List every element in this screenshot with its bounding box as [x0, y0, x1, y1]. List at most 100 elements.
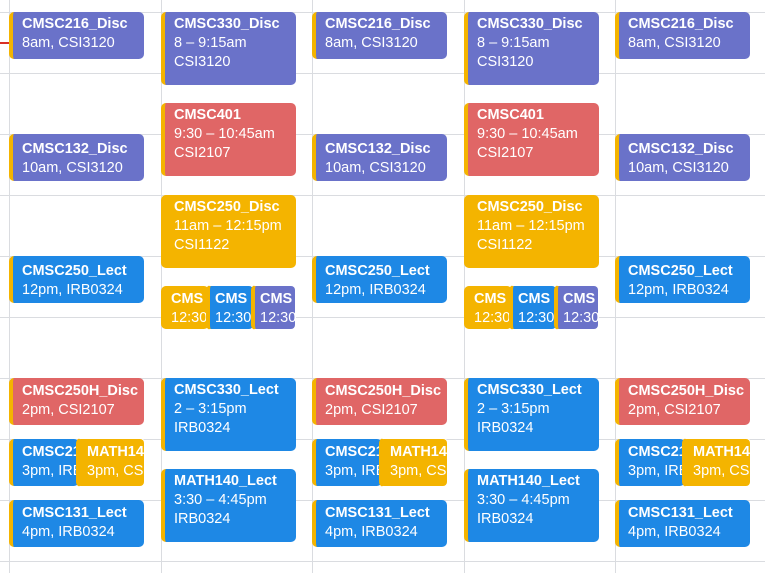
event-cmsc250h-disc[interactable]: CMSC250H_Disc 2pm, CSI2107	[9, 378, 144, 425]
event-title: CMS	[563, 291, 596, 307]
event-time-location: 4pm, IRB0324	[325, 524, 418, 540]
event-cmsc216-disc[interactable]: CMSC216_Disc 8am, CSI3120	[615, 12, 750, 59]
event-title: CMSC250_Disc	[174, 199, 280, 215]
event-cms-1230-b[interactable]: CMS 12:30	[206, 285, 254, 330]
event-title: CMSC21	[22, 444, 79, 460]
event-time: 9:30 – 10:45am	[477, 126, 578, 142]
event-location: IRB0324	[174, 511, 231, 527]
event-location: CSI2107	[477, 145, 534, 161]
event-time-location: 3pm, IRB	[628, 463, 685, 479]
event-title: CMSC401	[477, 107, 544, 123]
event-title: CMSC330_Lect	[174, 382, 279, 398]
event-time: 2 – 3:15pm	[174, 401, 247, 417]
event-title: MATH14	[390, 444, 447, 460]
event-cmsc132-disc[interactable]: CMSC132_Disc 10am, CSI3120	[615, 134, 750, 181]
event-cms-1230-a[interactable]: CMS 12:30	[161, 286, 209, 329]
event-time: 3:30 – 4:45pm	[477, 492, 570, 508]
event-time: 8 – 9:15am	[477, 35, 550, 51]
event-title: MATH140_Lect	[477, 473, 580, 489]
event-math14x[interactable]: MATH14 3pm, CS	[379, 438, 448, 487]
event-time: 12:30	[563, 310, 599, 326]
event-cmsc330-disc[interactable]: CMSC330_Disc 8 – 9:15am CSI3120	[161, 12, 296, 85]
event-cmsc330-lect[interactable]: CMSC330_Lect 2 – 3:15pm IRB0324	[161, 378, 296, 451]
event-location: CSI3120	[477, 54, 534, 70]
event-time-location: 3pm, IRB	[325, 463, 382, 479]
event-time-location: 10am, CSI3120	[22, 160, 123, 176]
event-cmsc250-disc[interactable]: CMSC250_Disc 11am – 12:15pm CSI1122	[464, 195, 599, 268]
event-time-location: 10am, CSI3120	[628, 160, 729, 176]
event-title: CMSC330_Lect	[477, 382, 582, 398]
event-time: 12:30	[474, 310, 511, 326]
event-cmsc250-disc[interactable]: CMSC250_Disc 11am – 12:15pm CSI1122	[161, 195, 296, 268]
event-cmsc131-lect[interactable]: CMSC131_Lect 4pm, IRB0324	[615, 500, 750, 547]
event-cmsc216-disc[interactable]: CMSC216_Disc 8am, CSI3120	[9, 12, 144, 59]
event-time: 12:30	[215, 310, 252, 326]
event-cmsc216-disc[interactable]: CMSC216_Disc 8am, CSI3120	[312, 12, 447, 59]
event-time-location: 3pm, IRB	[22, 463, 79, 479]
event-cmsc131-lect[interactable]: CMSC131_Lect 4pm, IRB0324	[312, 500, 447, 547]
event-cmsc330-disc[interactable]: CMSC330_Disc 8 – 9:15am CSI3120	[464, 12, 599, 85]
event-time: 12:30	[260, 310, 296, 326]
event-title: CMS	[171, 291, 204, 307]
event-title: CMSC216_Disc	[628, 16, 734, 32]
event-cmsc132-disc[interactable]: CMSC132_Disc 10am, CSI3120	[312, 134, 447, 181]
event-time: 11am – 12:15pm	[477, 218, 585, 234]
event-location: CSI1122	[477, 237, 533, 253]
event-title: CMSC132_Disc	[628, 141, 734, 157]
event-title: CMS	[260, 291, 293, 307]
event-time: 2 – 3:15pm	[477, 401, 550, 417]
event-time-location: 4pm, IRB0324	[628, 524, 721, 540]
event-cms-1230-a[interactable]: CMS 12:30	[464, 286, 512, 329]
event-cmsc21x[interactable]: CMSC21 3pm, IRB	[9, 439, 79, 486]
event-title: CMS	[215, 291, 248, 307]
event-time: 8 – 9:15am	[174, 35, 247, 51]
event-cmsc21x[interactable]: CMSC21 3pm, IRB	[615, 439, 685, 486]
event-cmsc401[interactable]: CMSC401 9:30 – 10:45am CSI2107	[161, 103, 296, 176]
event-title: CMSC21	[628, 444, 685, 460]
event-title: CMSC131_Lect	[628, 505, 733, 521]
event-title: CMSC132_Disc	[22, 141, 128, 157]
event-cmsc250-lect[interactable]: CMSC250_Lect 12pm, IRB0324	[312, 256, 447, 303]
event-location: CSI3120	[174, 54, 231, 70]
event-location: IRB0324	[477, 420, 534, 436]
event-time-location: 12pm, IRB0324	[22, 282, 123, 298]
event-cmsc250h-disc[interactable]: CMSC250H_Disc 2pm, CSI2107	[312, 378, 447, 425]
event-time-location: 2pm, CSI2107	[325, 402, 418, 418]
event-cmsc21x[interactable]: CMSC21 3pm, IRB	[312, 439, 382, 486]
event-location: CSI1122	[174, 237, 230, 253]
event-location: IRB0324	[174, 420, 231, 436]
event-time: 12:30	[171, 310, 208, 326]
event-time: 11am – 12:15pm	[174, 218, 282, 234]
event-location: CSI2107	[174, 145, 231, 161]
event-cms-1230-c[interactable]: CMS 12:30	[554, 285, 599, 330]
event-cmsc250-lect[interactable]: CMSC250_Lect 12pm, IRB0324	[615, 256, 750, 303]
event-cms-1230-b[interactable]: CMS 12:30	[509, 285, 557, 330]
event-cmsc250-lect[interactable]: CMSC250_Lect 12pm, IRB0324	[9, 256, 144, 303]
event-title: CMSC330_Disc	[477, 16, 583, 32]
event-cmsc250h-disc[interactable]: CMSC250H_Disc 2pm, CSI2107	[615, 378, 750, 425]
event-math140-lect[interactable]: MATH140_Lect 3:30 – 4:45pm IRB0324	[464, 469, 599, 542]
event-cmsc401[interactable]: CMSC401 9:30 – 10:45am CSI2107	[464, 103, 599, 176]
event-cmsc132-disc[interactable]: CMSC132_Disc 10am, CSI3120	[9, 134, 144, 181]
event-cms-1230-c[interactable]: CMS 12:30	[251, 285, 296, 330]
hour-line	[0, 317, 765, 318]
event-location: IRB0324	[477, 511, 534, 527]
event-cmsc330-lect[interactable]: CMSC330_Lect 2 – 3:15pm IRB0324	[464, 378, 599, 451]
event-title: CMSC216_Disc	[325, 16, 431, 32]
event-math140-lect[interactable]: MATH140_Lect 3:30 – 4:45pm IRB0324	[161, 469, 296, 542]
event-title: CMSC131_Lect	[22, 505, 127, 521]
event-math14x[interactable]: MATH14 3pm, CS	[682, 438, 751, 487]
event-time-location: 3pm, CS	[693, 463, 750, 479]
current-time-indicator	[0, 42, 9, 44]
event-math14x[interactable]: MATH14 3pm, CS	[76, 438, 145, 487]
event-time: 12:30	[518, 310, 555, 326]
event-time-location: 8am, CSI3120	[628, 35, 721, 51]
event-title: CMS	[474, 291, 507, 307]
hour-line	[0, 73, 765, 74]
event-time-location: 3pm, CS	[390, 463, 447, 479]
event-title: CMSC216_Disc	[22, 16, 128, 32]
event-title: MATH14	[87, 444, 144, 460]
hour-line	[0, 195, 765, 196]
event-cmsc131-lect[interactable]: CMSC131_Lect 4pm, IRB0324	[9, 500, 144, 547]
event-time-location: 3pm, CS	[87, 463, 144, 479]
